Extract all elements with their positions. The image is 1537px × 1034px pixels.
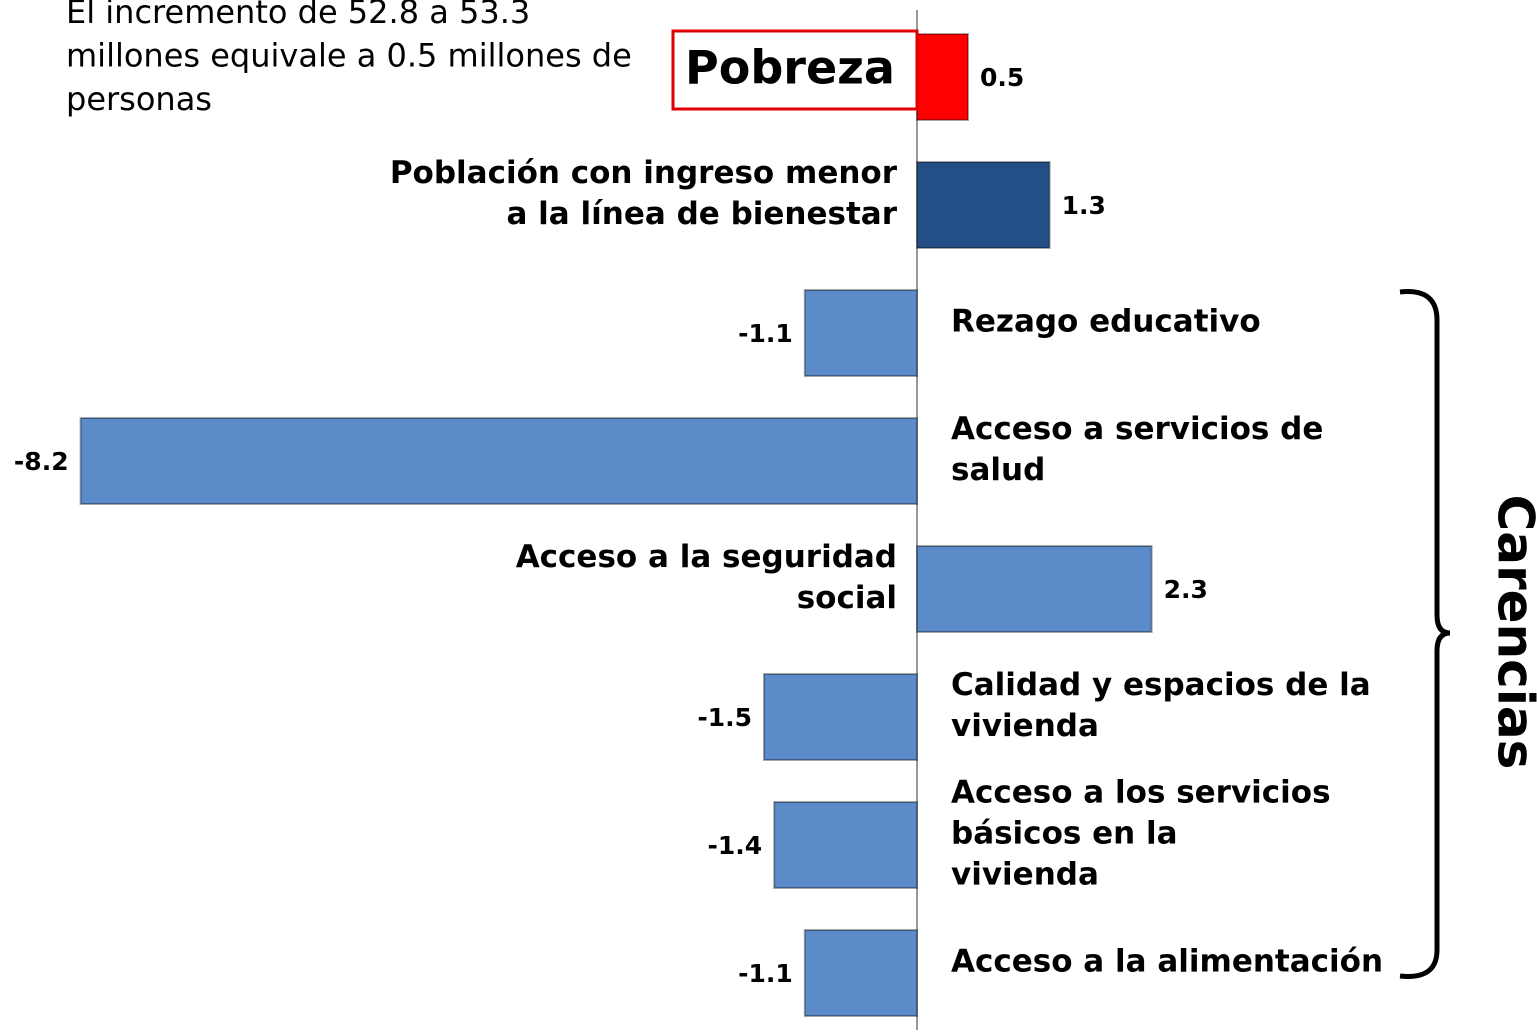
category-label: a la línea de bienestar	[506, 196, 897, 232]
value-label: 2.3	[1164, 575, 1208, 604]
category-label: Pobreza	[685, 41, 895, 95]
bar	[916, 33, 969, 121]
annotation: El incremento de 52.8 a 53.3	[66, 0, 530, 31]
category-box	[671, 29, 919, 111]
category-label: Calidad y espacios de la	[951, 667, 1371, 703]
bar	[79, 417, 919, 505]
value-label: -1.1	[738, 319, 793, 348]
category-label: Rezago educativo	[951, 304, 1261, 340]
bar	[773, 801, 919, 889]
brace	[1399, 289, 1451, 979]
bar	[803, 929, 918, 1017]
category-label: Acceso a los servicios	[951, 775, 1331, 811]
value-label: 0.5	[980, 63, 1024, 92]
category-label: Acceso a la seguridad	[516, 539, 897, 575]
category-label: Acceso a la alimentación	[951, 944, 1383, 980]
annotation: personas	[66, 80, 212, 118]
value-label: -1.4	[708, 831, 763, 860]
category-label: social	[797, 580, 897, 616]
category-label: salud	[951, 452, 1045, 488]
group-label: Carencias	[1487, 495, 1537, 770]
value-label: -1.1	[738, 959, 793, 988]
category-label: básicos en la	[951, 816, 1178, 852]
value-label: -8.2	[14, 447, 69, 476]
value-label: -1.5	[697, 703, 752, 732]
category-label: Acceso a servicios de	[951, 411, 1323, 447]
bar	[916, 545, 1153, 633]
bar	[803, 289, 918, 377]
value-label: 1.3	[1062, 191, 1106, 220]
annotation: millones equivale a 0.5 millones de	[66, 37, 632, 75]
category-label: Población con ingreso menor	[390, 155, 898, 191]
bar	[916, 161, 1051, 249]
bar	[763, 673, 918, 761]
category-label: vivienda	[951, 708, 1099, 744]
category-label: vivienda	[951, 857, 1099, 893]
